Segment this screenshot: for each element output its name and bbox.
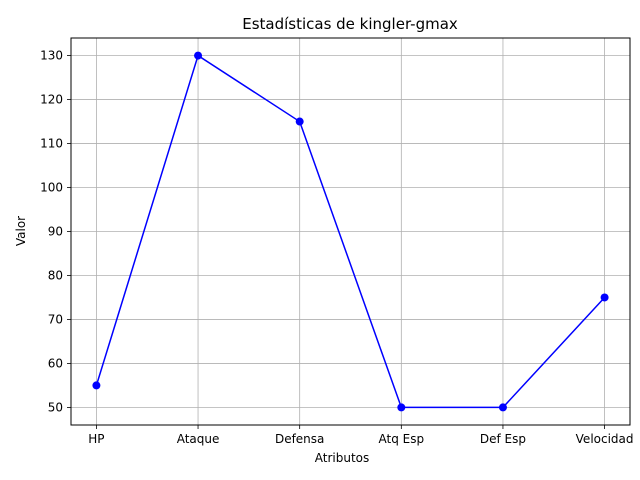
- data-point: [397, 403, 406, 412]
- chart-title: Estadísticas de kingler-gmax: [242, 15, 458, 33]
- x-tick-label: HP: [88, 432, 104, 446]
- y-tick-label: 80: [48, 268, 63, 282]
- data-point: [498, 403, 507, 412]
- y-tick-label: 100: [40, 181, 63, 195]
- grid-lines: [71, 38, 630, 425]
- y-tick-label: 50: [48, 400, 63, 414]
- y-axis-label: Valor: [14, 216, 28, 246]
- series-line: [95, 54, 606, 409]
- x-tick-label: Defensa: [275, 432, 324, 446]
- data-point: [295, 117, 304, 126]
- y-tick-label: 120: [40, 93, 63, 107]
- y-tick-label: 70: [48, 312, 63, 326]
- y-axis-ticks: 50 60 70 80 90 100 110 120 130: [40, 49, 71, 414]
- y-tick-label: 110: [40, 137, 63, 151]
- data-point: [194, 51, 203, 60]
- x-tick-label: Def Esp: [480, 432, 526, 446]
- y-tick-label: 60: [48, 356, 63, 370]
- y-tick-label: 90: [48, 225, 63, 239]
- x-tick-label: Atq Esp: [379, 432, 425, 446]
- x-axis-ticks: HP Ataque Defensa Atq Esp Def Esp Velocidad: [88, 425, 634, 446]
- data-point: [600, 293, 609, 302]
- data-series: [92, 51, 609, 412]
- x-axis-label: Atributos: [315, 451, 370, 465]
- y-tick-label: 130: [40, 49, 63, 63]
- data-point: [92, 381, 101, 390]
- x-tick-label: Ataque: [177, 432, 220, 446]
- x-tick-label: Velocidad: [576, 432, 634, 446]
